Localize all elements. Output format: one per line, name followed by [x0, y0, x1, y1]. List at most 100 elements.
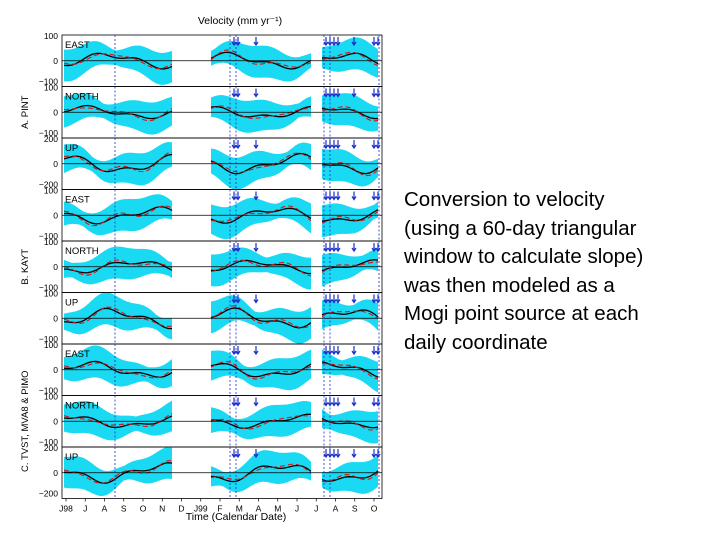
event-arrow	[231, 37, 237, 47]
event-arrow	[375, 449, 381, 459]
uncertainty-band	[322, 201, 378, 238]
event-arrow	[231, 88, 237, 98]
station-group-label: B. KAYT	[20, 249, 31, 285]
event-arrow	[323, 397, 329, 407]
y-tick-label: 200	[44, 134, 58, 144]
panel-labels: 100 0 −100 EAST 100 0 −100 NORTH 200 0 −200 UP 100 0 −…	[39, 31, 99, 499]
model-series-line	[63, 413, 173, 428]
component-label: NORTH	[65, 401, 99, 412]
month-tick-label: J	[295, 504, 299, 514]
event-arrow	[331, 37, 337, 47]
y-tick-label: 0	[53, 365, 58, 375]
event-arrow	[351, 449, 357, 459]
event-arrow	[253, 191, 259, 201]
uncertainty-band	[64, 345, 172, 389]
model-series-line	[321, 310, 379, 320]
y-tick-label: 100	[44, 186, 58, 196]
event-arrow	[375, 37, 381, 47]
event-arrow	[327, 243, 333, 253]
component-label: EAST	[65, 349, 90, 360]
event-arrow	[231, 294, 237, 304]
event-arrow	[375, 88, 381, 98]
event-arrow	[253, 397, 259, 407]
model-series-line	[63, 151, 173, 173]
event-arrow	[375, 294, 381, 304]
event-arrow	[331, 294, 337, 304]
caption-line: Mogi point source at each	[404, 302, 639, 326]
event-arrow	[335, 449, 341, 459]
model-series-line	[210, 305, 312, 329]
model-series-line	[321, 106, 379, 122]
event-arrow	[375, 243, 381, 253]
uncertainty-band	[211, 142, 311, 190]
event-arrow	[323, 346, 329, 356]
event-arrow	[231, 191, 237, 201]
event-arrow	[235, 140, 241, 150]
model-series-line	[210, 205, 312, 222]
event-arrow	[327, 449, 333, 459]
velocity-series-line	[210, 51, 312, 70]
event-arrow	[351, 397, 357, 407]
uncertainty-band	[322, 349, 378, 393]
event-arrow	[351, 243, 357, 253]
event-arrow	[371, 294, 377, 304]
y-tick-label: −100	[39, 283, 58, 293]
velocity-series-line	[210, 207, 312, 224]
velocity-series-line	[210, 105, 312, 118]
velocity-series-line	[321, 107, 379, 120]
event-arrow	[231, 243, 237, 253]
y-tick-label: 100	[44, 340, 58, 350]
y-tick-label: 200	[44, 443, 58, 453]
uncertainty-band	[211, 95, 311, 133]
month-tick-label: D	[178, 504, 184, 514]
event-arrow	[235, 397, 241, 407]
uncertainty-band	[64, 41, 172, 85]
event-arrow	[323, 243, 329, 253]
uncertainty-band	[322, 455, 378, 494]
station-group-labels: A. PINT B. KAYT C. TVST, MVA8 & PIMO	[20, 95, 31, 472]
event-arrow	[323, 294, 329, 304]
velocity-series-line	[210, 413, 312, 430]
model-series-line	[63, 205, 173, 227]
velocity-series-line	[321, 163, 379, 175]
component-label: EAST	[65, 40, 90, 51]
event-arrow	[371, 140, 377, 150]
velocity-series-line	[321, 309, 379, 318]
velocity-series-line	[63, 360, 173, 378]
velocity-series-line	[63, 261, 173, 274]
event-arrow	[375, 346, 381, 356]
y-tick-label: 0	[53, 159, 58, 169]
event-arrow	[235, 191, 241, 201]
event-arrow	[335, 191, 341, 201]
month-tick-label: A	[102, 504, 108, 514]
month-tick-label: F	[217, 504, 222, 514]
event-arrow	[235, 449, 241, 459]
uncertainty-band	[64, 292, 172, 340]
velocity-series-line	[210, 464, 312, 483]
model-series-line	[321, 51, 379, 66]
event-arrow	[335, 294, 341, 304]
y-tick-label: −100	[39, 334, 58, 344]
event-arrow	[375, 140, 381, 150]
velocity-series-line	[63, 206, 173, 225]
model-series-line	[321, 261, 379, 273]
model-series-line	[63, 259, 173, 276]
event-arrow	[253, 243, 259, 253]
event-arrow	[323, 88, 329, 98]
figure-title: Velocity (mm yr⁻¹)	[198, 15, 282, 27]
model-series-line	[210, 105, 312, 119]
event-arrow	[371, 449, 377, 459]
month-tick-label: J	[314, 504, 318, 514]
caption-line: daily coordinate	[404, 330, 548, 354]
event-arrow	[331, 243, 337, 253]
event-arrow	[323, 37, 329, 47]
event-arrow	[253, 346, 259, 356]
y-tick-label: 100	[44, 31, 58, 41]
station-group-label: A. PINT	[20, 95, 31, 128]
event-arrow	[327, 191, 333, 201]
y-tick-label: 100	[44, 289, 58, 299]
event-arrow	[231, 140, 237, 150]
y-tick-label: 100	[44, 392, 58, 402]
component-label: UP	[65, 452, 78, 463]
